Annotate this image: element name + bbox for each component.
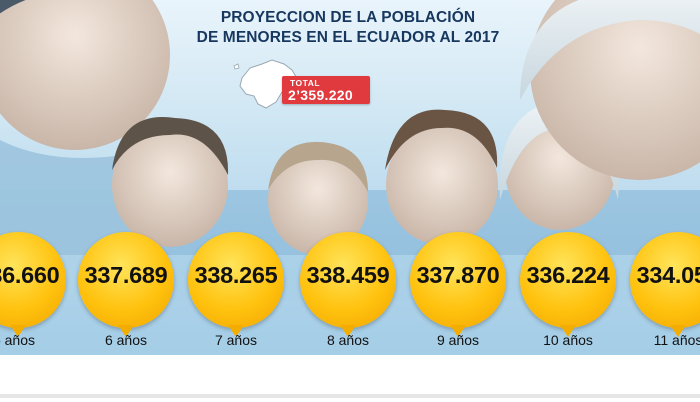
bubble-value: 336.224 — [526, 262, 610, 288]
chart-title: PROYECCION DE LA POBLACIÓN DE MENORES EN… — [188, 8, 508, 48]
bubble-value: 334.053 — [636, 262, 700, 288]
bubble-value: 337.870 — [416, 262, 500, 288]
total-badge: TOTAL 2’359.220 — [282, 76, 370, 104]
age-label-6: 6 años — [104, 332, 148, 348]
title-line-1: PROYECCION DE LA POBLACIÓN — [220, 9, 476, 26]
bubble-11-anos: 334.053 — [630, 232, 700, 337]
title-line-2: DE MENORES EN EL ECUADOR AL 2017 — [196, 29, 500, 46]
bubble-8-anos: 338.459 — [300, 232, 396, 337]
bubble-6-anos: 337.689 — [78, 232, 174, 337]
age-label-10: 10 años — [543, 332, 593, 348]
total-value: 2’359.220 — [288, 87, 353, 103]
age-label-7: 7 años — [214, 332, 258, 348]
bubble-value: 337.689 — [84, 262, 168, 288]
age-label-11: 11 años — [653, 332, 700, 348]
bubble-10-anos: 336.224 — [520, 232, 616, 337]
children-photo — [0, 0, 700, 300]
bubble-value: 338.459 — [306, 262, 390, 288]
total-label: TOTAL — [290, 78, 321, 88]
age-label-5: 5 años — [0, 332, 36, 348]
bubble-9-anos: 337.870 — [410, 232, 506, 337]
divider — [0, 394, 700, 398]
bubble-value: 338.265 — [194, 262, 278, 288]
age-label-9: 9 años — [436, 332, 480, 348]
bubble-value: 336.660 — [0, 262, 60, 288]
bubble-7-anos: 338.265 — [188, 232, 284, 337]
age-label-8: 8 años — [326, 332, 370, 348]
